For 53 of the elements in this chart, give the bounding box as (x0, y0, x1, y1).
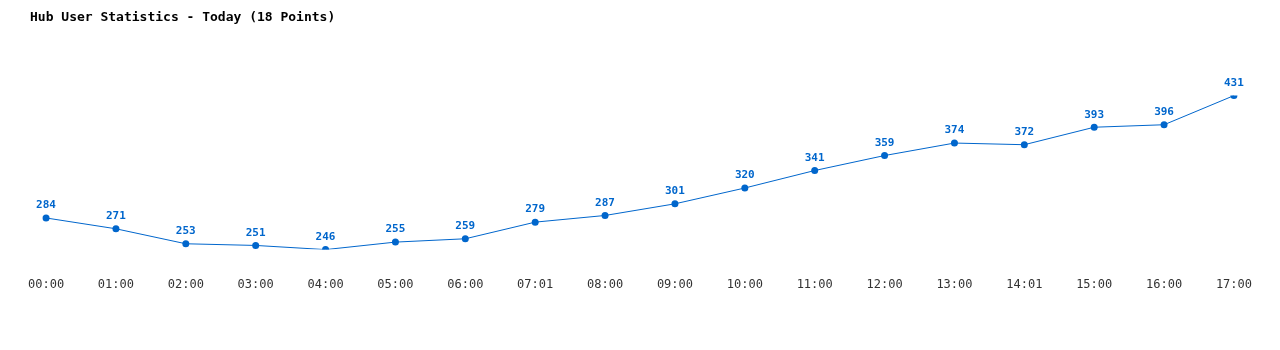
point (741, 184, 749, 192)
x-tick-label: 08:00 (587, 276, 624, 291)
data-label: 246 (315, 229, 336, 243)
x-tick-label: 07:01 (517, 276, 554, 291)
data-label: 259 (455, 219, 476, 233)
x-tick-label: 02:00 (167, 276, 204, 291)
data-label: 287 (595, 195, 615, 209)
data-label: 393 (1084, 107, 1105, 121)
data-label: 431 (1224, 75, 1245, 89)
x-tick-label: 15:00 (1076, 276, 1113, 291)
point (42, 214, 50, 222)
x-tick-label: 09:00 (656, 276, 693, 291)
x-tick-label: 03:00 (237, 276, 274, 291)
x-tick-label: 04:00 (307, 276, 344, 291)
data-label: 251 (245, 225, 266, 239)
data-label: 320 (734, 168, 755, 182)
x-tick-label: 17:00 (1215, 276, 1252, 291)
data-label: 255 (385, 222, 406, 236)
point (671, 200, 679, 208)
point (391, 238, 399, 246)
data-label: 359 (874, 135, 895, 149)
data-label: 374 (944, 123, 965, 137)
x-tick-label: 13:00 (936, 276, 973, 291)
point (1020, 141, 1028, 149)
x-tick-label: 11:00 (796, 276, 833, 291)
x-tick-label: 10:00 (726, 276, 763, 291)
data-label: 396 (1154, 105, 1175, 119)
data-label: 341 (804, 150, 825, 164)
x-tick-label: 14:01 (1006, 276, 1043, 291)
x-tick-label: 00:00 (28, 276, 65, 291)
point (811, 167, 819, 175)
x-tick-label: 01:00 (97, 276, 134, 291)
point (1160, 121, 1168, 129)
x-tick-label: 12:00 (866, 276, 903, 291)
data-label: 271 (106, 209, 127, 223)
point (112, 225, 120, 233)
data-label: 279 (525, 202, 546, 216)
x-tick-label: 05:00 (377, 276, 414, 291)
x-tick-label: 16:00 (1146, 276, 1183, 291)
point (950, 139, 958, 147)
point (182, 240, 190, 248)
data-label: 284 (36, 198, 57, 212)
point (531, 218, 539, 226)
point (252, 241, 260, 249)
chart-title: Hub User Statistics - Today (18 Points) (30, 9, 336, 25)
x-tick-label: 06:00 (447, 276, 484, 291)
data-label: 301 (665, 184, 686, 198)
point (881, 152, 889, 160)
point (601, 211, 609, 219)
data-label: 253 (175, 224, 196, 238)
point (461, 235, 469, 243)
point (1090, 123, 1098, 131)
data-label: 372 (1014, 125, 1035, 139)
